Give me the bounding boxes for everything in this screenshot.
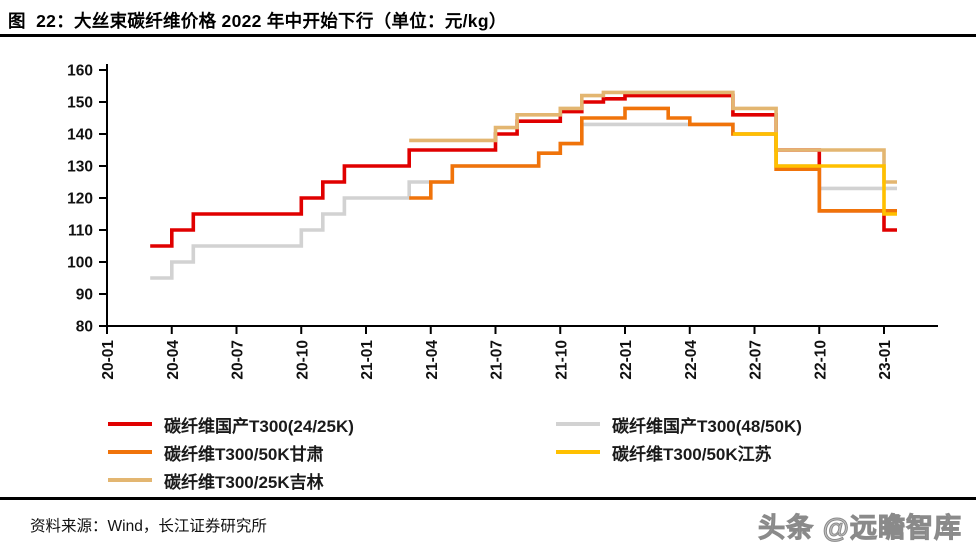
- legend-item-t300-50k-jiangsu: 碳纤维T300/50K江苏: [556, 438, 802, 466]
- x-tick-label: 21-04: [424, 340, 441, 380]
- series-line-t300-50k-gansu: [409, 106, 897, 213]
- y-tick-label: 90: [76, 287, 93, 304]
- x-tick-label: 20-04: [165, 340, 182, 380]
- x-tick-label: 22-01: [618, 340, 635, 380]
- x-tick-label: 20-01: [100, 340, 117, 380]
- legend-label: 碳纤维国产T300(48/50K): [612, 416, 802, 436]
- legend-label: 碳纤维国产T300(24/25K): [164, 416, 354, 436]
- y-tick-label: 110: [68, 223, 93, 240]
- x-tick-label: 21-07: [489, 340, 506, 380]
- series-line-guochan-t300-48-50k: [150, 122, 897, 280]
- legend-swatch-gray: [556, 422, 600, 426]
- y-tick-label: 120: [67, 191, 93, 208]
- x-tick-label: 22-04: [683, 340, 700, 380]
- series-line-t300-50k-jiangsu: [732, 132, 897, 216]
- y-tick-label: 80: [76, 319, 93, 336]
- legend-swatch-tan: [108, 478, 152, 482]
- y-tick-label: 130: [67, 159, 93, 176]
- chart-legend: 碳纤维国产T300(24/25K) 碳纤维T300/50K甘肃 碳纤维T300/…: [108, 410, 802, 494]
- legend-swatch-yellow: [556, 450, 600, 454]
- page-title: 图 22：大丝束碳纤维价格 2022 年中开始下行（单位：元/kg）: [0, 0, 976, 37]
- x-tick-label: 23-01: [877, 340, 894, 380]
- x-tick-label: 22-07: [748, 340, 765, 380]
- legend-label: 碳纤维T300/50K甘肃: [164, 444, 324, 464]
- legend-swatch-red: [108, 422, 152, 426]
- watermark: 头条 @远瞻智库: [758, 513, 962, 544]
- legend-swatch-orange: [108, 450, 152, 454]
- x-tick-label: 20-07: [230, 340, 247, 380]
- series-line-t300-25k-jilin: [409, 90, 897, 184]
- x-tick-label: 22-10: [812, 340, 829, 380]
- legend-item-t300-24-25k: 碳纤维国产T300(24/25K): [108, 410, 556, 438]
- legend-item-t300-25k-jilin: 碳纤维T300/25K吉林: [108, 466, 556, 494]
- legend-label: 碳纤维T300/50K江苏: [612, 444, 772, 464]
- legend-column-left: 碳纤维国产T300(24/25K) 碳纤维T300/50K甘肃 碳纤维T300/…: [108, 410, 556, 494]
- legend-item-t300-50k-gansu: 碳纤维T300/50K甘肃: [108, 438, 556, 466]
- x-tick-label: 20-10: [294, 340, 311, 380]
- x-tick-label: 21-10: [553, 340, 570, 380]
- source-note: 资料来源：Wind，长江证券研究所: [30, 518, 267, 535]
- footer: 资料来源：Wind，长江证券研究所 头条 @远瞻智库: [0, 497, 976, 547]
- y-tick-label: 140: [67, 127, 93, 144]
- axes: [106, 64, 938, 327]
- legend-label: 碳纤维T300/25K吉林: [164, 472, 324, 492]
- price-line-chart: 80 90 100 110 120 130 140 150 160 20-01 20-04 20-07…: [67, 63, 938, 380]
- legend-item-t300-48-50k: 碳纤维国产T300(48/50K): [556, 410, 802, 438]
- y-tick-label: 160: [67, 63, 93, 80]
- y-tick-label: 150: [67, 95, 93, 112]
- y-tick-label: 100: [67, 255, 93, 272]
- legend-column-right: 碳纤维国产T300(48/50K) 碳纤维T300/50K江苏: [556, 410, 802, 494]
- x-tick-label: 21-01: [359, 340, 376, 380]
